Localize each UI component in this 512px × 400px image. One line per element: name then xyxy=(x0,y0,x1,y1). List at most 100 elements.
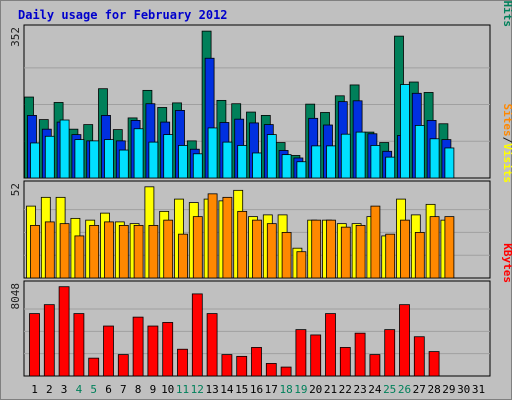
bar-sites xyxy=(252,219,262,279)
x-tick-label: 20 xyxy=(309,383,322,396)
x-tick-label: 21 xyxy=(324,383,337,396)
panel-hits-files-pages: 352 Pages/Files/Hits xyxy=(9,0,512,179)
bar-sites xyxy=(266,223,277,279)
bar-pages xyxy=(104,139,114,179)
bar-kbytes xyxy=(384,329,396,377)
bar-sites xyxy=(148,224,159,279)
bar-kbytes xyxy=(117,354,129,377)
legend-entry: Hits xyxy=(501,1,512,28)
bar-sites xyxy=(178,233,188,279)
bar-pages xyxy=(192,153,203,179)
bar-pages xyxy=(414,125,425,179)
chart-title: Daily usage for February 2012 xyxy=(18,8,228,22)
chart-panels: 352Pages/Files/Hits52Sites/Visits8048KBy… xyxy=(9,0,512,377)
bar-sites xyxy=(74,235,85,279)
bar-pages xyxy=(355,131,366,179)
bar-sites xyxy=(370,205,381,279)
bar-kbytes xyxy=(369,354,381,377)
bar-sites xyxy=(429,216,440,279)
bar-sites xyxy=(30,224,40,279)
x-tick-label: 17 xyxy=(265,383,278,396)
bar-kbytes xyxy=(280,366,292,377)
x-tick-label: 6 xyxy=(105,383,112,396)
bar-pages xyxy=(370,145,381,179)
bar-sites xyxy=(296,251,307,279)
x-tick-label: 3 xyxy=(61,383,68,396)
bar-pages xyxy=(444,147,455,179)
series-pages xyxy=(30,84,455,179)
bar-kbytes xyxy=(265,363,277,377)
bar-pages xyxy=(89,140,100,179)
bar-sites xyxy=(118,224,129,279)
x-tick-label: 25 xyxy=(383,383,396,396)
bar-sites xyxy=(326,219,336,279)
bar-sites xyxy=(44,221,55,279)
bar-sites xyxy=(311,219,322,279)
x-tick-label: 16 xyxy=(250,383,263,396)
x-tick-label: 14 xyxy=(220,383,234,396)
bar-pages xyxy=(163,134,174,179)
x-tick-label: 13 xyxy=(205,383,218,396)
bar-kbytes xyxy=(236,355,248,377)
panel-visits-sites: 52 Sites/Visits xyxy=(9,104,512,279)
bar-pages xyxy=(252,152,262,179)
panel-legend: Pages/Files/Hits xyxy=(501,0,512,27)
panel-max-label: 352 xyxy=(9,27,22,47)
bar-sites xyxy=(163,219,174,279)
legend-entry: KBytes xyxy=(501,243,512,283)
bar-kbytes xyxy=(339,347,351,377)
bar-kbytes xyxy=(103,325,114,377)
x-tick-label: 29 xyxy=(442,383,455,396)
x-tick-label: 30 xyxy=(457,383,470,396)
bar-pages xyxy=(30,142,40,179)
bar-pages xyxy=(74,139,85,179)
bar-pages xyxy=(222,141,233,179)
bar-sites xyxy=(340,226,351,279)
panel-max-label: 8048 xyxy=(9,283,22,310)
bar-kbytes xyxy=(325,313,336,377)
x-tick-label: 15 xyxy=(235,383,248,396)
bar-pages xyxy=(266,134,277,179)
bar-pages xyxy=(133,128,144,179)
x-tick-label: 31 xyxy=(472,383,485,396)
x-tick-label: 27 xyxy=(413,383,426,396)
legend-entry: Visits xyxy=(501,143,512,183)
bar-kbytes xyxy=(162,322,174,377)
bar-kbytes xyxy=(251,347,262,377)
bar-sites xyxy=(207,193,218,279)
panel-kbytes: 8048 KBytes xyxy=(9,243,512,377)
x-tick-label: 4 xyxy=(76,383,83,396)
bar-kbytes xyxy=(191,293,203,377)
bar-kbytes xyxy=(295,329,307,377)
bar-sites xyxy=(414,232,425,279)
bar-sites xyxy=(222,196,233,279)
bar-kbytes xyxy=(413,336,425,377)
x-tick-label: 18 xyxy=(279,383,292,396)
bar-kbytes xyxy=(206,313,218,377)
bar-kbytes xyxy=(177,348,188,377)
x-tick-labels: 1 2 3 4 5 6 7 8 9 10 11 12 13 14 15 16 17 18 19 20 21 22 23 24 2… xyxy=(31,383,485,396)
bar-pages xyxy=(340,133,351,179)
legend-entry: Sites xyxy=(501,104,512,137)
bar-pages xyxy=(118,149,129,179)
series-kbytes xyxy=(29,286,440,377)
bar-sites xyxy=(237,210,248,279)
x-tick-label: 24 xyxy=(368,383,382,396)
bar-kbytes xyxy=(29,313,40,377)
bar-sites xyxy=(444,216,455,279)
bar-pages xyxy=(326,145,336,179)
panel-max-label: 52 xyxy=(9,183,22,196)
x-tick-label: 12 xyxy=(191,383,204,396)
bar-sites xyxy=(400,219,410,279)
bar-kbytes xyxy=(310,334,322,377)
bar-pages xyxy=(178,145,188,179)
bar-sites xyxy=(385,233,396,279)
bar-kbytes xyxy=(73,313,85,377)
bar-sites xyxy=(89,224,100,279)
bar-pages xyxy=(385,156,396,179)
bar-pages xyxy=(281,154,292,179)
bar-kbytes xyxy=(88,357,100,377)
bar-kbytes xyxy=(132,316,144,377)
bar-kbytes xyxy=(43,304,55,377)
